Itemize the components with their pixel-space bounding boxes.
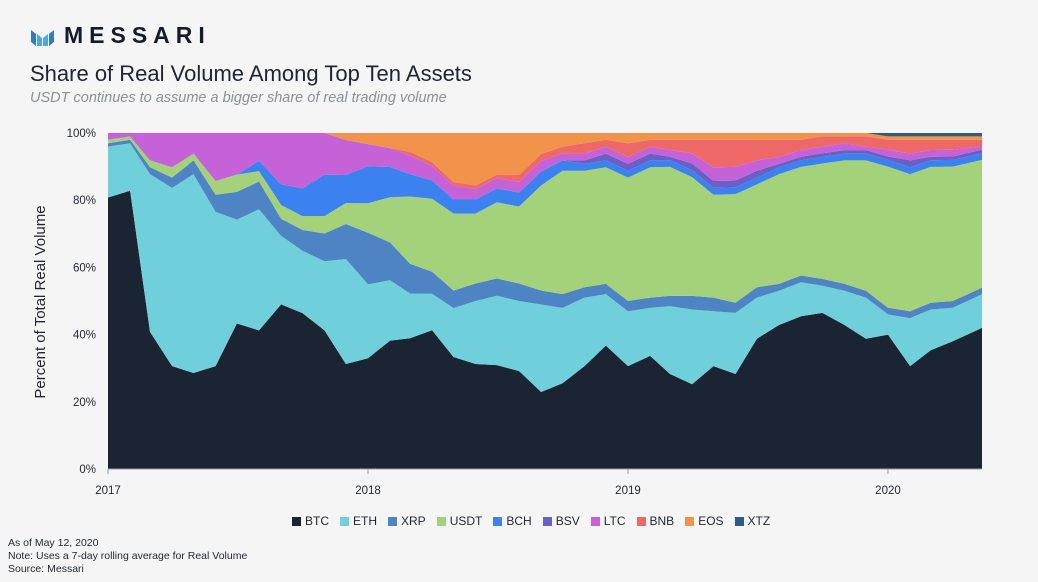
legend-item-xtz: XTZ: [734, 514, 771, 528]
legend-label: EOS: [698, 514, 724, 528]
legend-label: BCH: [506, 514, 532, 528]
x-tick-label: 2019: [615, 485, 641, 497]
area-usdt: [108, 136, 982, 312]
legend-label: ETH: [353, 514, 377, 528]
x-tick-label: 2018: [355, 485, 381, 497]
area-eth: [108, 143, 982, 392]
messari-logo-icon: [31, 29, 54, 46]
x-tick-label: 2020: [875, 485, 901, 497]
area-bnb: [108, 133, 982, 189]
legend-label: BTC: [305, 514, 329, 528]
footnotes: As of May 12, 2020 Note: Uses a 7-day ro…: [8, 537, 247, 576]
legend-swatch: [292, 516, 301, 526]
chart-legend: BTC ETH XRP USDT BCH BSV LTC BNB EOS XTZ: [292, 514, 770, 528]
legend-item-eos: EOS: [685, 514, 724, 528]
footnote-source: Source: Messari: [8, 563, 84, 575]
y-tick-label: 60%: [73, 262, 96, 274]
legend-label: XTZ: [747, 514, 771, 528]
legend-label: BSV: [555, 514, 580, 528]
legend-label: LTC: [603, 514, 626, 528]
y-axis-label: Percent of Total Real Volume: [32, 205, 49, 398]
legend-item-xrp: XRP: [388, 514, 426, 528]
y-tick-label: 40%: [73, 330, 96, 342]
footnote-date: As of May 12, 2020: [8, 537, 99, 549]
chart-areas: [108, 133, 982, 469]
legend-label: USDT: [449, 514, 483, 528]
legend-swatch: [436, 516, 446, 526]
legend-swatch: [685, 516, 695, 526]
y-tick-label: 20%: [73, 397, 96, 409]
y-axis: 0% 20% 40% 60% 80% 100%: [67, 128, 96, 476]
x-axis: 2017 2018 2019 2020: [95, 468, 982, 497]
legend-item-bsv: BSV: [542, 514, 580, 528]
legend-label: BNB: [649, 514, 675, 528]
legend-swatch: [493, 516, 503, 526]
y-tick-label: 100%: [67, 128, 96, 140]
legend-item-btc: BTC: [292, 514, 329, 528]
area-bch: [108, 136, 982, 217]
area-ltc: [108, 133, 982, 200]
area-btc: [108, 190, 982, 469]
legend-swatch: [340, 516, 349, 526]
brand-name: MESSARI: [64, 22, 211, 48]
y-tick-label: 80%: [73, 195, 96, 207]
legend-label: XRP: [401, 514, 426, 528]
area-eos: [108, 133, 982, 186]
brand: MESSARI: [30, 22, 211, 49]
legend-item-eth: ETH: [340, 514, 377, 528]
x-tick-label: 2017: [95, 485, 121, 497]
chart-title: Share of Real Volume Among Top Ten Asset…: [30, 61, 472, 86]
legend-swatch: [388, 516, 397, 526]
legend-item-usdt: USDT: [436, 514, 483, 528]
legend-swatch: [636, 516, 646, 526]
legend-swatch: [542, 516, 552, 526]
chart-subtitle: USDT continues to assume a bigger share …: [30, 90, 447, 106]
area-xrp: [108, 139, 982, 319]
legend-swatch: [734, 516, 744, 526]
y-tick-label: 0%: [79, 464, 96, 476]
legend-item-bnb: BNB: [636, 514, 675, 528]
area-xtz: [108, 133, 982, 137]
legend-swatch: [590, 516, 600, 526]
footnote-note: Note: Uses a 7-day rolling average for R…: [8, 550, 248, 562]
legend-item-ltc: LTC: [590, 514, 626, 528]
legend-item-bch: BCH: [493, 514, 532, 528]
